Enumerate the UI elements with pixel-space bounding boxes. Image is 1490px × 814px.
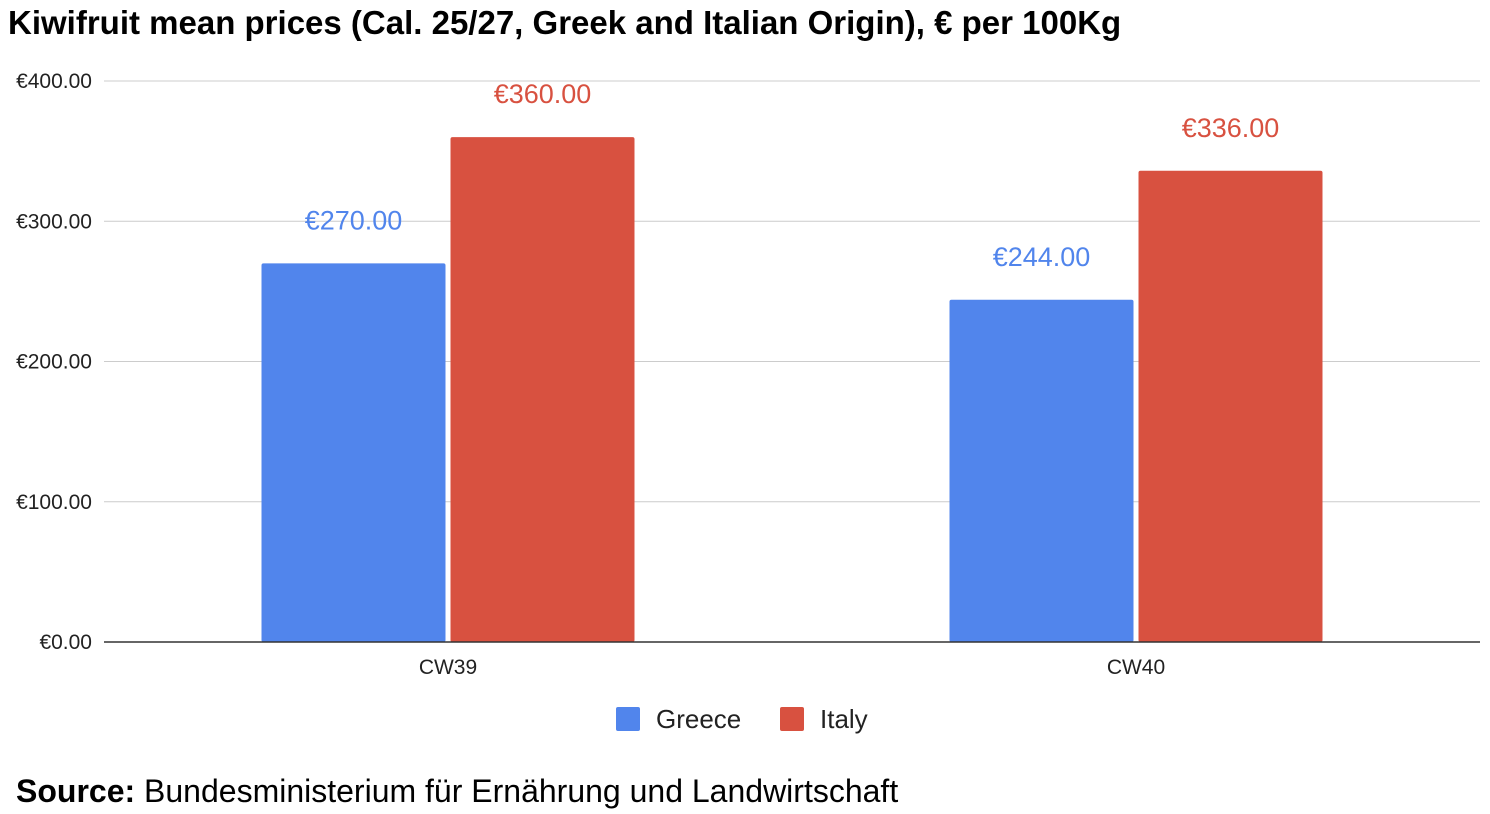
source-text: Bundesministerium für Ernährung und Land… <box>135 773 898 809</box>
legend-swatch <box>616 707 640 731</box>
y-tick-label: €0.00 <box>39 631 92 654</box>
source-note: Source: Bundesministerium für Ernährung … <box>16 773 898 809</box>
bar-italy-cw39 <box>450 137 635 642</box>
data-label: €270.00 <box>305 205 403 235</box>
data-label: €360.00 <box>494 79 592 109</box>
legend-label: Italy <box>820 704 868 734</box>
y-tick-label: €300.00 <box>16 210 92 233</box>
legend-label: Greece <box>656 704 741 734</box>
data-label: €336.00 <box>1182 113 1280 143</box>
data-labels: €270.00 €360.00 €244.00 €336.00 <box>305 79 1280 272</box>
y-tick-label: €100.00 <box>16 491 92 514</box>
x-tick-label: CW39 <box>419 656 477 679</box>
bar-italy-cw40 <box>1138 170 1323 642</box>
bars <box>261 137 1323 642</box>
source-label: Source: <box>16 773 135 809</box>
x-tick-label: CW40 <box>1107 656 1165 679</box>
y-tick-label: €400.00 <box>16 70 92 93</box>
y-tick-label: €200.00 <box>16 351 92 374</box>
legend-swatch <box>780 707 804 731</box>
data-label: €244.00 <box>993 242 1091 272</box>
x-axis-ticks: CW39 CW40 <box>419 656 1165 679</box>
legend: Greece Italy <box>616 704 868 734</box>
bar-greece-cw39 <box>261 263 446 642</box>
bar-greece-cw40 <box>949 299 1134 642</box>
chart-title: Kiwifruit mean prices (Cal. 25/27, Greek… <box>8 4 1121 41</box>
y-axis-ticks: €0.00 €100.00 €200.00 €300.00 €400.00 <box>16 70 92 654</box>
